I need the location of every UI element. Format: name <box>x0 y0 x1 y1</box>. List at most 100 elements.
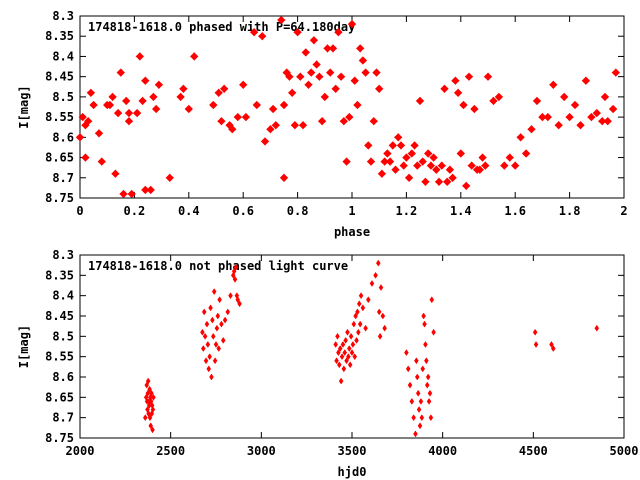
data-point <box>380 157 389 166</box>
y-tick-label: 8.4 <box>52 289 74 303</box>
x-tick-label: 0.4 <box>178 204 200 218</box>
data-point <box>339 353 345 361</box>
y-tick-label: 8.3 <box>52 248 74 262</box>
data-point <box>372 68 381 77</box>
data-point <box>142 414 148 422</box>
data-point <box>331 84 340 93</box>
data-point <box>97 157 106 166</box>
y-tick-label: 8.65 <box>45 390 74 404</box>
data-point <box>448 173 457 182</box>
data-point <box>428 414 434 422</box>
data-point <box>364 141 373 150</box>
data-point <box>470 104 479 114</box>
y-tick-label: 8.55 <box>45 350 74 364</box>
data-point <box>475 165 484 174</box>
y-tick-label: 8.5 <box>52 90 74 104</box>
x-tick-label: 1.4 <box>450 204 472 218</box>
data-point <box>481 161 490 170</box>
data-point <box>285 72 294 81</box>
data-point <box>349 349 355 357</box>
data-point <box>312 60 321 69</box>
data-point <box>119 189 128 199</box>
data-point <box>228 292 233 300</box>
data-point <box>320 92 329 102</box>
data-point <box>252 100 261 110</box>
data-point <box>423 341 428 348</box>
data-point <box>179 84 188 93</box>
x-tick-label: 5000 <box>610 444 639 458</box>
data-point <box>363 324 368 332</box>
data-point <box>594 324 600 332</box>
data-point <box>165 173 174 182</box>
data-point <box>343 336 348 344</box>
data-point <box>342 157 351 166</box>
data-point <box>207 353 212 361</box>
data-point <box>298 121 308 130</box>
data-point <box>105 100 115 110</box>
data-point <box>500 161 509 170</box>
data-point <box>150 406 156 413</box>
data-point <box>399 161 408 170</box>
data-point <box>190 52 199 61</box>
data-point <box>346 353 351 361</box>
data-point <box>414 373 420 381</box>
data-point <box>149 92 158 102</box>
data-point <box>380 312 386 320</box>
data-point <box>543 112 552 122</box>
y-tick-label: 8.75 <box>45 431 74 445</box>
data-point <box>334 28 343 37</box>
data-point <box>339 117 348 126</box>
data-point <box>241 112 251 122</box>
data-point <box>307 68 316 77</box>
data-point <box>266 125 275 134</box>
data-point <box>328 44 338 53</box>
data-point <box>357 320 363 328</box>
data-point <box>233 112 242 122</box>
data-point <box>424 149 433 158</box>
data-point <box>483 72 493 81</box>
plot-title: 174818-1618.0 not phased light curve <box>88 259 348 273</box>
data-point <box>421 312 426 320</box>
data-point <box>145 377 151 385</box>
data-point <box>420 365 426 373</box>
y-tick-label: 8.65 <box>45 151 74 165</box>
data-point <box>413 430 418 438</box>
y-axis-label: I[mag] <box>17 325 31 368</box>
data-point <box>214 324 220 332</box>
data-point <box>358 56 368 65</box>
data-point <box>576 121 585 130</box>
data-point <box>239 80 248 89</box>
y-tick-label: 8.4 <box>52 49 74 63</box>
data-point <box>443 177 452 186</box>
data-point <box>434 177 444 186</box>
data-point <box>217 117 226 126</box>
data-point <box>113 108 123 118</box>
data-point <box>431 328 436 336</box>
data-point <box>592 108 601 118</box>
data-point <box>209 100 218 110</box>
data-point <box>419 414 425 422</box>
data-point <box>494 92 504 102</box>
data-point <box>516 133 525 142</box>
data-point <box>296 72 305 81</box>
data-point <box>377 332 383 340</box>
data-point <box>340 341 346 348</box>
data-point <box>271 121 280 130</box>
data-point <box>549 80 558 89</box>
data-point <box>411 414 416 422</box>
data-point <box>373 271 378 279</box>
data-point <box>211 288 217 296</box>
data-point <box>214 88 223 97</box>
data-point <box>217 296 222 304</box>
data-point <box>427 389 433 397</box>
x-tick-label: 2000 <box>66 444 95 458</box>
plot-title: 174818-1618.0 phased with P=64.180day <box>88 20 355 34</box>
data-point <box>337 361 342 369</box>
data-point <box>353 100 362 110</box>
data-point <box>150 426 155 434</box>
data-point <box>464 72 474 81</box>
data-point <box>210 316 215 324</box>
data-point <box>511 161 520 170</box>
data-point <box>336 349 341 357</box>
data-point <box>416 406 422 413</box>
